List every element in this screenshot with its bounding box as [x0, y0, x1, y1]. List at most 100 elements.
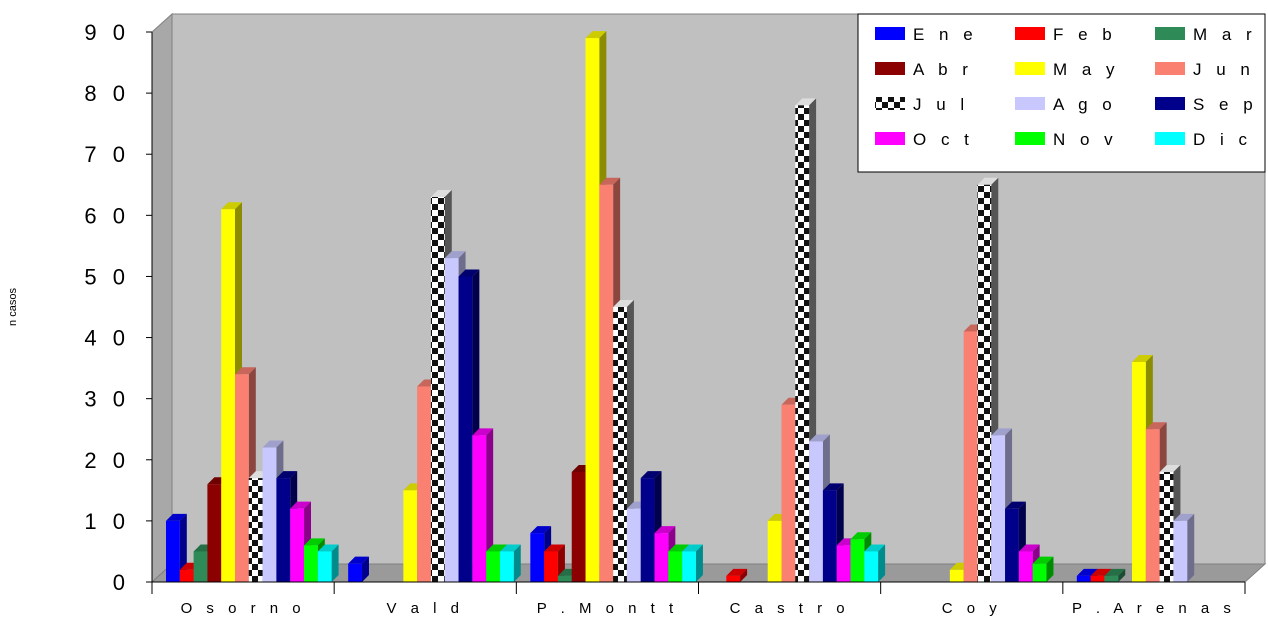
bar-front — [726, 575, 741, 582]
bar-side — [361, 556, 369, 582]
legend-swatch — [1155, 27, 1185, 40]
bar-top — [1159, 465, 1181, 472]
y-tick-label: 9 0 — [84, 20, 130, 45]
x-tick-label: O s o r n o — [181, 600, 306, 617]
legend-label: S e p — [1193, 95, 1258, 114]
legend-swatch — [1015, 97, 1045, 110]
bar-side — [486, 428, 494, 582]
legend-label: N o v — [1053, 130, 1118, 149]
bar-top — [348, 556, 369, 564]
bar-top — [304, 538, 325, 546]
bar — [682, 544, 703, 582]
bar-front — [472, 435, 487, 582]
bar-top — [822, 483, 844, 491]
bar-front — [1104, 575, 1119, 582]
legend-swatch — [1015, 27, 1045, 40]
bar-side — [1187, 513, 1195, 582]
bar-front — [864, 551, 879, 582]
legend-label: M a y — [1053, 60, 1120, 79]
legend-swatch — [1015, 132, 1045, 145]
bar-front — [207, 484, 222, 582]
bar-front — [626, 508, 641, 582]
x-tick-label: C a s t r o — [730, 600, 850, 617]
bar — [726, 568, 748, 582]
bar-top — [444, 251, 466, 259]
bar-top — [613, 300, 634, 307]
bar-top — [1076, 568, 1098, 576]
bar-side — [878, 544, 886, 582]
bar-side — [513, 544, 521, 582]
bar-front — [179, 569, 194, 582]
bar — [1173, 513, 1195, 582]
bar-top — [458, 269, 480, 277]
bar-top — [276, 471, 298, 479]
bar-top — [262, 440, 284, 448]
bar-front — [850, 539, 865, 582]
bar — [864, 544, 886, 582]
bar-top — [809, 434, 830, 442]
bar — [472, 428, 494, 582]
bar-front — [991, 435, 1006, 582]
bar-front — [613, 307, 627, 582]
bar-front — [963, 331, 978, 582]
bar-side — [1118, 568, 1126, 582]
legend-label: A b r — [913, 60, 973, 79]
bar-front — [499, 551, 514, 582]
bar-top — [668, 544, 690, 552]
bar-front — [166, 520, 180, 582]
bar-top — [599, 177, 621, 185]
bar-front — [640, 478, 655, 582]
bar-top — [640, 471, 662, 479]
bar-front — [1145, 429, 1160, 582]
bar-front — [767, 520, 782, 582]
y-tick-label: 3 0 — [84, 387, 130, 412]
bar-top — [795, 98, 817, 106]
legend-swatch — [875, 62, 905, 75]
bar-front — [403, 490, 418, 582]
legend-label: J u l — [913, 95, 969, 114]
bar-front — [557, 575, 572, 582]
bar-front — [1032, 563, 1047, 582]
bar-front — [458, 276, 473, 582]
x-tick-label: P . A r e n a s — [1072, 600, 1236, 617]
y-tick-label: 0 — [113, 570, 130, 595]
bar-front — [977, 184, 992, 582]
bar-top — [1090, 568, 1112, 576]
bar-front — [781, 404, 796, 582]
bar-front — [221, 209, 235, 582]
y-tick-label: 1 0 — [84, 509, 130, 534]
x-tick-label: C o y — [942, 600, 1002, 617]
bar-top — [1018, 544, 1040, 552]
bar-front — [585, 38, 600, 583]
legend-label: M a r — [1193, 25, 1257, 44]
bar-front — [1132, 362, 1146, 582]
bar-top — [850, 532, 872, 540]
legend-swatch — [1155, 132, 1185, 145]
bar-top — [317, 544, 339, 552]
legend-swatch — [1015, 62, 1045, 75]
bar-front — [235, 374, 249, 582]
legend-swatch — [875, 27, 905, 40]
bar-top — [682, 544, 703, 552]
bar-front — [1076, 575, 1091, 582]
bar-front — [599, 184, 614, 582]
bar-top — [235, 367, 256, 375]
legend-label: D i c — [1193, 130, 1252, 149]
bar-front — [682, 551, 696, 582]
bar — [348, 556, 369, 582]
bar-top — [991, 428, 1013, 436]
bar-top — [472, 428, 494, 436]
bar-front — [290, 508, 304, 582]
bar-front — [486, 551, 500, 582]
legend-swatch — [875, 97, 905, 110]
x-tick-label: V a l d — [386, 600, 464, 617]
bar-front — [822, 490, 837, 582]
bar-front — [1018, 551, 1033, 582]
bar-front — [262, 447, 277, 582]
y-tick-label: 4 0 — [84, 326, 130, 351]
legend-label: O c t — [913, 130, 974, 149]
bar-top — [977, 177, 999, 185]
bar — [499, 544, 521, 582]
y-tick-label: 7 0 — [84, 142, 130, 167]
